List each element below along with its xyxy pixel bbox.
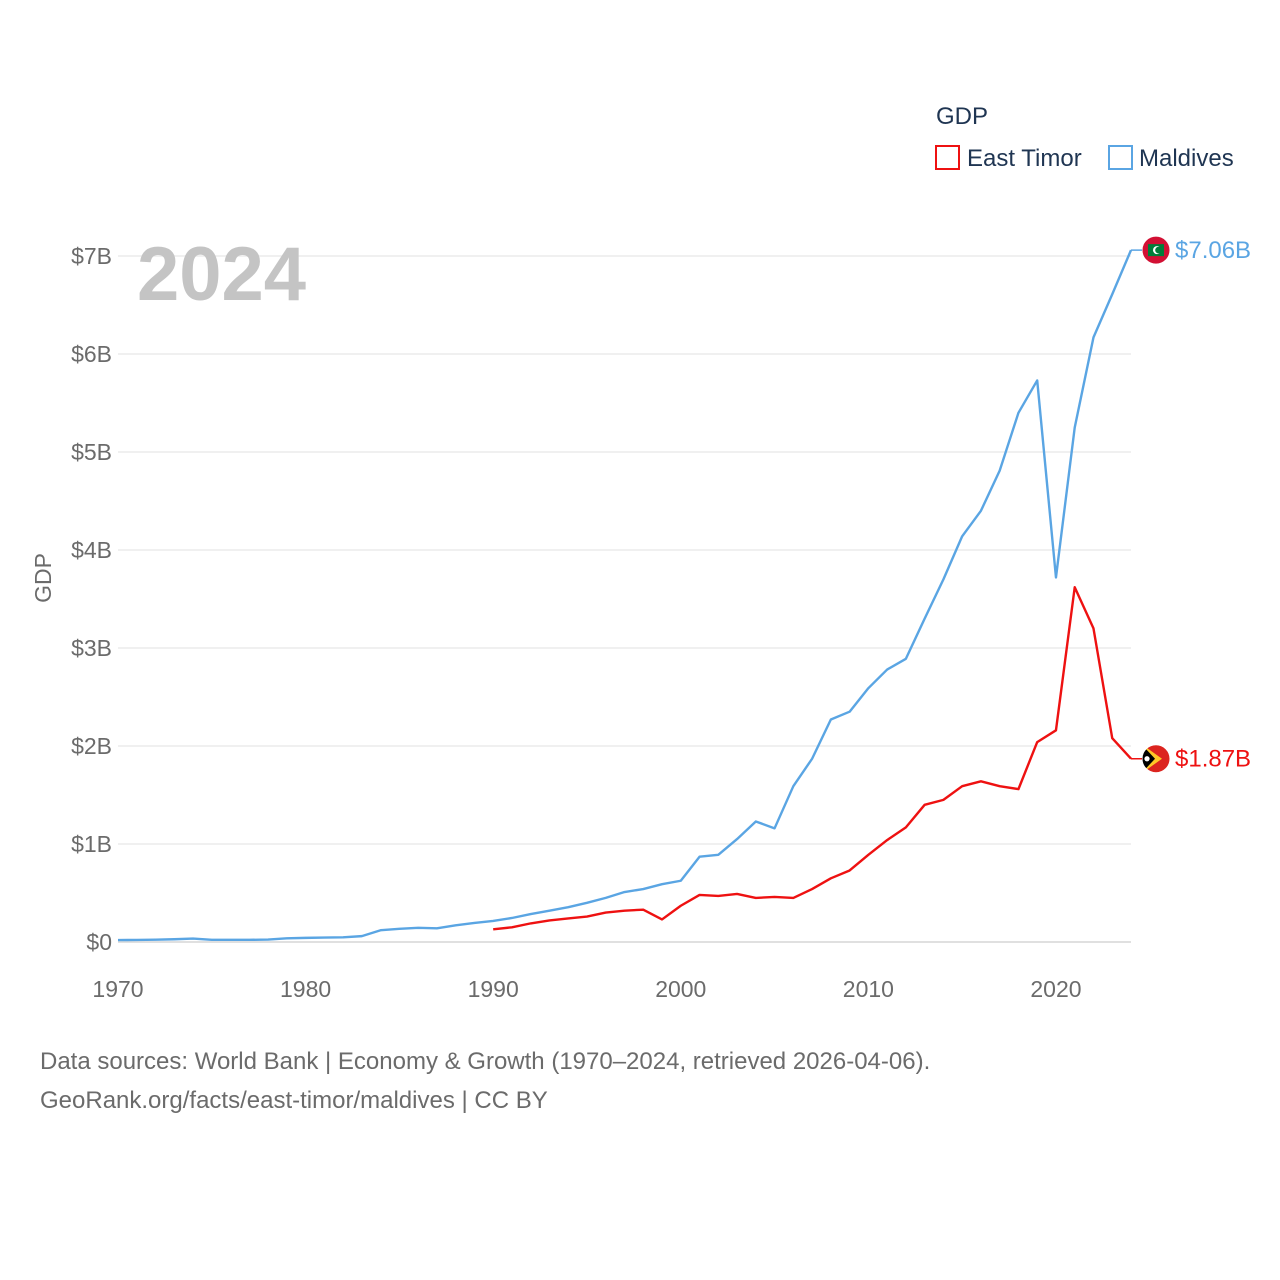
x-tick-label: 2010 xyxy=(843,976,894,1002)
series-line-east-timor xyxy=(493,586,1132,931)
legend-title: GDP xyxy=(936,103,988,130)
end-value-label-east-timor: $1.87B xyxy=(1175,746,1251,773)
y-tick-label: $6B xyxy=(71,341,112,367)
legend-label-east-timor: East Timor xyxy=(967,145,1082,172)
east-timor-flag-icon xyxy=(1141,744,1171,774)
y-tick-label: $5B xyxy=(71,439,112,465)
legend-item-maldives[interactable]: Maldives xyxy=(1108,145,1234,172)
gridlines xyxy=(118,255,1131,943)
series-lines xyxy=(117,249,1133,942)
y-axis-title: GDP xyxy=(30,553,56,603)
y-tick-label: $1B xyxy=(71,831,112,857)
y-axis-ticks: $0 $1B $2B $3B $4B $5B $6B $7B xyxy=(71,243,112,955)
x-tick-label: 2020 xyxy=(1030,976,1081,1002)
legend-swatch-maldives xyxy=(1108,145,1133,170)
series-end-markers: $1.87B $7.06B xyxy=(1131,235,1251,774)
y-tick-label: $0 xyxy=(86,929,112,955)
year-label: 2024 xyxy=(137,232,306,317)
maldives-flag-icon xyxy=(1141,235,1171,265)
x-tick-label: 1970 xyxy=(92,976,143,1002)
x-tick-label: 2000 xyxy=(655,976,706,1002)
y-tick-label: $3B xyxy=(71,635,112,661)
series-line-maldives xyxy=(117,249,1133,942)
y-tick-label: $4B xyxy=(71,537,112,563)
y-tick-label: $7B xyxy=(71,243,112,269)
x-axis-ticks: 1970 1980 1990 2000 2010 2020 xyxy=(92,976,1081,1002)
x-tick-label: 1980 xyxy=(280,976,331,1002)
x-tick-label: 1990 xyxy=(468,976,519,1002)
y-tick-label: $2B xyxy=(71,733,112,759)
legend-label-maldives: Maldives xyxy=(1139,145,1234,172)
end-value-label-maldives: $7.06B xyxy=(1175,237,1251,264)
gdp-line-chart: $0 $1B $2B $3B $4B $5B $6B $7B 1970 1980 1990 2000… xyxy=(30,103,1251,1002)
source-line-2[interactable]: GeoRank.org/facts/east-timor/maldives | … xyxy=(40,1087,548,1114)
legend-swatch-east-timor xyxy=(935,145,960,170)
legend-item-east-timor[interactable]: East Timor xyxy=(935,145,1082,172)
source-note: Data sources: World Bank | Economy & Gro… xyxy=(40,1042,930,1120)
source-line-1: Data sources: World Bank | Economy & Gro… xyxy=(40,1048,931,1075)
